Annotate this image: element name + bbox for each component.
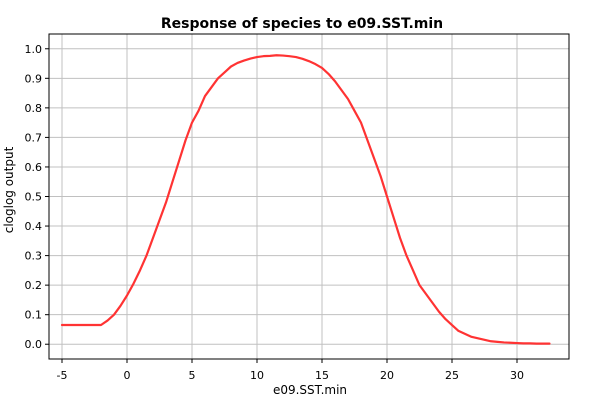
x-tick-label: 25 [445, 369, 459, 382]
y-tick-label: 0.3 [25, 250, 43, 263]
y-tick-label: 0.6 [25, 161, 43, 174]
axis-ticks: -5 0 5 10 15 20 25 30 0.0 0.1 0.2 0.3 0.4 0.5 0.6 0.7 0.… [25, 43, 525, 382]
x-tick-label: -5 [57, 369, 68, 382]
y-tick-label: 0.1 [25, 309, 43, 322]
response-curve-line [60, 54, 551, 345]
x-tick-label: 20 [380, 369, 394, 382]
y-tick-label: 0.5 [25, 191, 43, 204]
x-tick-label: 30 [510, 369, 524, 382]
x-tick-label: 10 [250, 369, 264, 382]
x-tick-label: 5 [189, 369, 196, 382]
series-group [60, 54, 551, 345]
y-tick-label: 0.0 [25, 338, 43, 351]
y-tick-label: 0.7 [25, 131, 43, 144]
y-tick-label: 0.2 [25, 279, 43, 292]
y-tick-label: 1.0 [25, 43, 43, 56]
y-tick-label: 0.4 [25, 220, 43, 233]
x-tick-label: 0 [124, 369, 131, 382]
grid-lines [49, 34, 569, 359]
y-axis-label: cloglog output [2, 146, 16, 233]
chart-title: Response of species to e09.SST.min [161, 16, 443, 32]
x-tick-label: 15 [315, 369, 329, 382]
x-axis-label: e09.SST.min [273, 383, 347, 397]
y-tick-label: 0.8 [25, 102, 43, 115]
y-tick-label: 0.9 [25, 72, 43, 85]
